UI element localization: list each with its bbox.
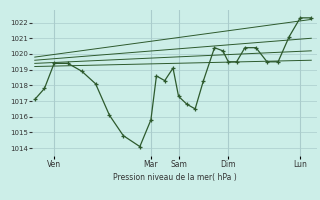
X-axis label: Pression niveau de la mer( hPa ): Pression niveau de la mer( hPa ) [113, 173, 236, 182]
